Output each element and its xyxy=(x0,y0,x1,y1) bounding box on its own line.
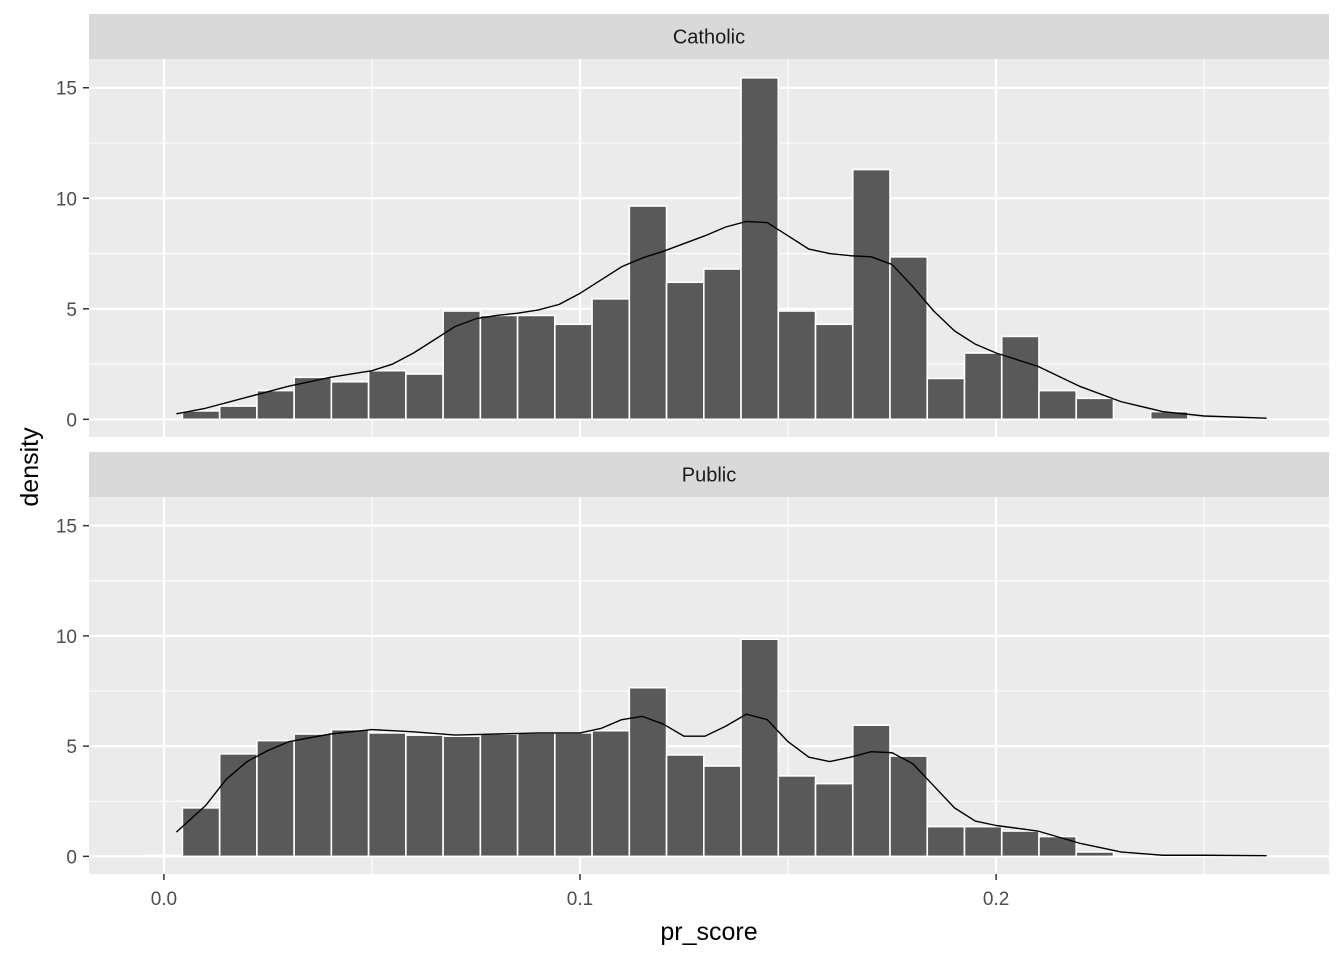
x-tick-label: 0.0 xyxy=(151,889,177,910)
facet-label: Public xyxy=(682,465,736,487)
histogram-bar xyxy=(926,825,966,858)
histogram-bar xyxy=(1038,835,1078,858)
histogram-bar xyxy=(479,733,519,858)
y-axis-title: density xyxy=(16,427,44,507)
histogram-bar xyxy=(293,733,333,858)
histogram-bar xyxy=(516,314,556,421)
histogram-bar xyxy=(256,389,295,421)
histogram-bar xyxy=(777,775,817,858)
y-tick-label: 10 xyxy=(56,189,77,210)
histogram-bar xyxy=(367,732,407,858)
histogram-bar xyxy=(554,323,593,421)
histogram-bar xyxy=(330,728,370,858)
histogram-bar xyxy=(1075,851,1115,858)
histogram-bar xyxy=(926,377,966,421)
density-curve xyxy=(175,713,1267,857)
y-tick-label: 0 xyxy=(66,410,77,431)
y-tick-label: 15 xyxy=(56,517,77,538)
histogram-bar xyxy=(963,352,1003,421)
histogram-bar xyxy=(1000,830,1040,858)
histogram-bar xyxy=(442,735,482,858)
histogram-bar xyxy=(702,268,742,421)
x-tick-label: 0.1 xyxy=(567,889,593,910)
panel-catholic: Catholic 0 5 10 15 xyxy=(56,14,1329,437)
histogram-bar xyxy=(777,310,817,421)
histogram-bar xyxy=(814,323,854,421)
histogram-bar xyxy=(1075,397,1115,421)
histogram-bar xyxy=(628,205,668,421)
histogram-bar xyxy=(1000,335,1040,421)
histogram-bar xyxy=(963,825,1003,858)
histogram-bar xyxy=(851,168,891,421)
histogram-bar xyxy=(628,686,668,858)
facet-strip xyxy=(89,452,1329,497)
histogram-bar xyxy=(442,310,482,421)
histogram-bar xyxy=(181,807,221,858)
histogram-bar xyxy=(740,638,780,858)
y-tick-label: 15 xyxy=(56,79,77,100)
panel-public: Public 0 5 10 15 0.0 0.1 0.2 xyxy=(56,452,1329,910)
density-curve xyxy=(176,220,1267,419)
histogram-bar xyxy=(330,380,370,421)
histogram-bar xyxy=(889,256,929,421)
histogram-bar xyxy=(740,76,780,421)
x-axis-title: pr_score xyxy=(660,918,757,946)
y-tick-label: 5 xyxy=(66,737,77,758)
histogram-bar xyxy=(1149,410,1189,421)
histogram-bar xyxy=(218,405,258,421)
histogram-bar xyxy=(591,729,631,858)
y-tick-label: 5 xyxy=(66,300,77,321)
histogram-bar xyxy=(814,782,854,858)
histogram-bar xyxy=(1038,389,1078,421)
histogram-bar xyxy=(702,765,742,858)
histogram-bar xyxy=(665,281,705,421)
x-tick-label: 0.2 xyxy=(983,889,1009,910)
histogram-bar xyxy=(851,724,891,858)
histogram-bar xyxy=(665,754,705,858)
histogram-bar xyxy=(405,734,444,858)
histogram-bar xyxy=(479,314,519,421)
histogram-bar xyxy=(516,732,556,858)
y-tick-label: 0 xyxy=(66,847,77,868)
histogram-bar xyxy=(256,739,295,858)
histogram-bar xyxy=(554,732,593,858)
y-tick-label: 10 xyxy=(56,627,77,648)
histogram-bar xyxy=(889,755,929,858)
histogram-bar xyxy=(367,369,407,421)
facet-strip xyxy=(89,14,1329,59)
facet-label: Catholic xyxy=(673,27,745,49)
histogram-bar xyxy=(591,298,631,421)
histogram-bar xyxy=(405,373,444,421)
histogram-bar xyxy=(144,854,184,858)
histogram-bar xyxy=(218,753,258,858)
